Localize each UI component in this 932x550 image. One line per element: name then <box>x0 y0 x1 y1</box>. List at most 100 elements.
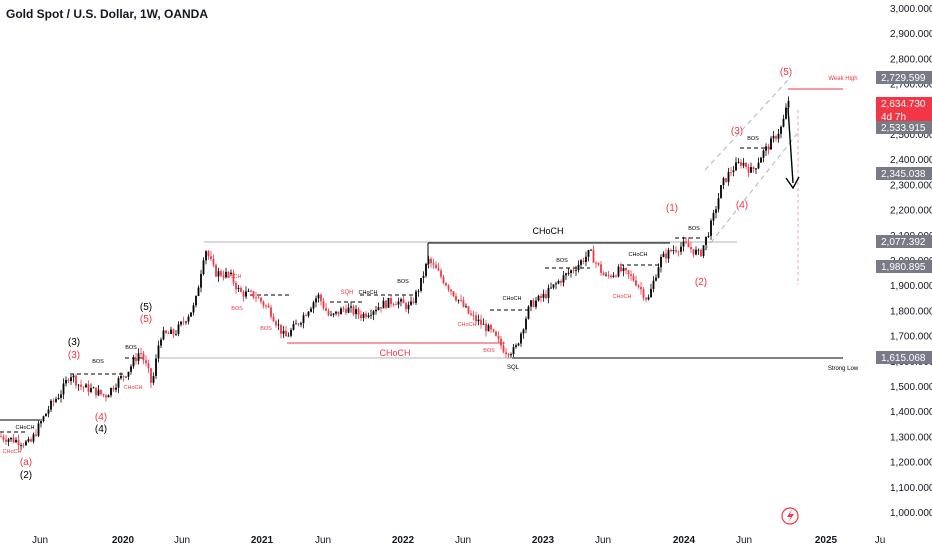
bos-label: BOS <box>688 226 700 232</box>
candle-body <box>522 329 525 334</box>
candle-body <box>525 318 527 330</box>
candle-body <box>165 330 167 333</box>
candle-body <box>445 283 447 286</box>
y-tick-label: 3,000.000 <box>890 4 932 15</box>
candle-body <box>655 277 657 281</box>
candle-body <box>10 437 12 440</box>
candle-body <box>22 445 25 446</box>
candle-body <box>730 172 732 173</box>
candle-body <box>700 249 702 257</box>
candle-body <box>187 316 190 322</box>
x-tick-label: Jun <box>315 535 331 546</box>
annotations: (2) (3) (4) (5) (a) (3) (4) (5) (1) (2) (3) (4) (5) C… <box>3 67 859 525</box>
candle-body <box>602 272 605 276</box>
candle-body <box>235 282 237 290</box>
candle-body <box>157 345 160 359</box>
wave-label: (4) <box>95 424 107 435</box>
candle-body <box>97 389 100 396</box>
candle-body <box>395 304 397 306</box>
y-tick-label: 1,800.000 <box>890 306 932 317</box>
candle-body <box>127 371 130 377</box>
candle-body <box>325 307 327 311</box>
bos-label: BOS <box>231 306 243 312</box>
y-tick-label: 1,400.000 <box>890 407 932 418</box>
candle-body <box>500 338 502 346</box>
candle-body <box>482 323 485 325</box>
candle-body <box>447 285 450 290</box>
wave-label-red: (2) <box>695 277 707 288</box>
candle-body <box>515 345 517 348</box>
price-label-box <box>876 260 932 273</box>
candle-body <box>282 330 285 334</box>
candle-body <box>595 262 597 264</box>
candle-body <box>430 258 432 264</box>
bos-label: BOS <box>556 258 568 264</box>
candle-body <box>362 313 365 318</box>
candle-body <box>405 303 407 310</box>
candle-body <box>757 162 760 169</box>
candle-body <box>317 294 320 299</box>
candle-body <box>150 368 152 383</box>
candle-body <box>400 299 402 302</box>
arrow-head-icon <box>785 176 800 190</box>
alert-circle-icon[interactable] <box>781 507 799 525</box>
candle-body <box>412 301 415 303</box>
price-label-value: 2,077.392 <box>881 237 926 248</box>
candle-body <box>477 319 480 322</box>
candle-body <box>635 280 637 286</box>
candle-body <box>437 268 440 271</box>
candle-body <box>492 329 495 332</box>
y-tick-label: 2,200.000 <box>890 206 932 217</box>
candle-body <box>262 301 265 306</box>
bos-label: BOS <box>92 359 104 365</box>
candle-body <box>330 314 332 316</box>
candle-body <box>562 275 565 283</box>
candle-body <box>335 311 337 314</box>
candle-body <box>722 178 725 186</box>
candle-body <box>277 324 280 326</box>
candle-body <box>250 290 252 292</box>
candle-body <box>755 168 757 170</box>
candle-body <box>167 332 170 334</box>
x-tick-label: Jun <box>32 535 48 546</box>
y-tick-label: 2,700.000 <box>890 80 932 91</box>
structure-lines <box>0 77 843 433</box>
choch-label: CHoCH <box>532 226 563 236</box>
candle-body <box>510 354 512 356</box>
candle-body <box>315 298 317 303</box>
candle-body <box>257 297 260 299</box>
candle-body <box>745 162 747 167</box>
candle-body <box>407 304 410 310</box>
candle-body <box>552 284 555 288</box>
candle-body <box>132 357 135 367</box>
candle-body <box>687 242 690 248</box>
projection-arrow <box>787 107 794 184</box>
candle-body <box>390 297 392 305</box>
candle-body <box>787 100 790 108</box>
candle-body <box>590 249 592 251</box>
candle-body <box>770 138 772 150</box>
candle-body <box>215 264 217 277</box>
candle-body <box>702 245 705 257</box>
candle-body <box>112 387 115 390</box>
candle-body <box>387 297 390 308</box>
y-tick-label: 1,500.000 <box>890 382 932 393</box>
candle-body <box>657 267 660 278</box>
candle-body <box>350 306 352 308</box>
wave-label-red: (5) <box>780 67 792 78</box>
candle-body <box>152 376 155 383</box>
choch-small-label: CHoCH <box>359 290 378 296</box>
bos-label: BOS <box>397 279 409 285</box>
candle-body <box>295 323 297 325</box>
candle-body <box>530 300 532 307</box>
candle-body <box>725 178 727 182</box>
x-tick-label: 2025 <box>815 535 838 546</box>
candle-body <box>620 266 622 271</box>
candle-body <box>402 299 405 304</box>
candle-body <box>82 386 85 388</box>
candle-body <box>440 270 442 277</box>
candle-body <box>640 286 642 290</box>
candle-body <box>85 384 87 388</box>
wave-label: (2) <box>20 470 32 481</box>
